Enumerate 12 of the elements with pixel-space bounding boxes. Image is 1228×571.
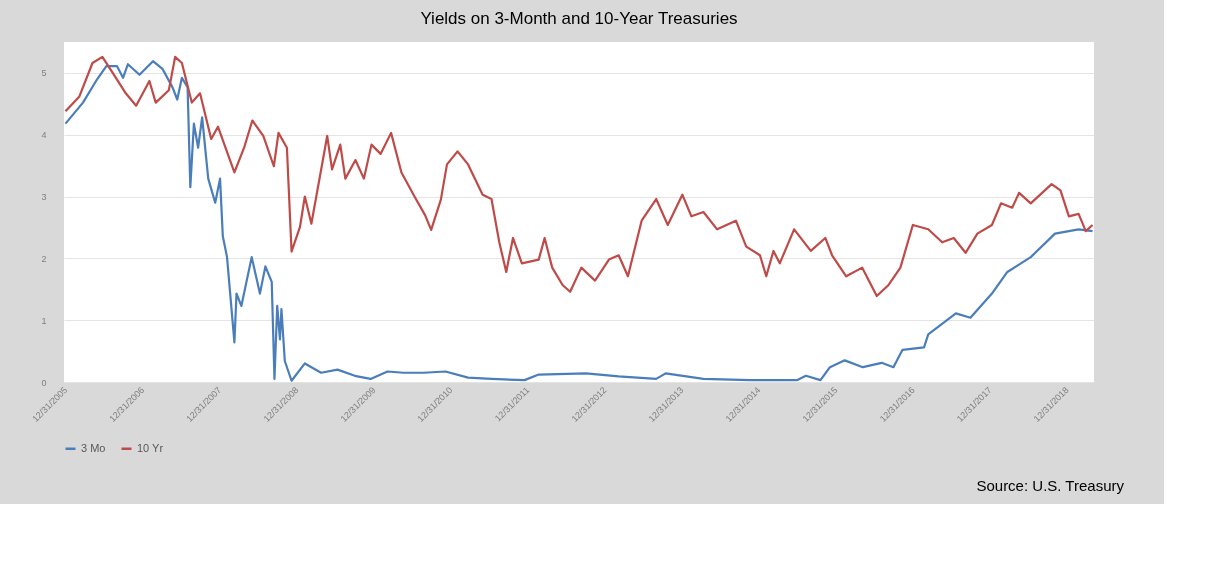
y-tick-label: 5 <box>41 68 47 79</box>
y-tick-label: 3 <box>41 192 47 203</box>
y-tick-label: 2 <box>41 253 47 264</box>
y-tick-label: 0 <box>41 377 47 388</box>
line-series <box>64 60 1094 382</box>
source-note: Source: U.S. Treasury <box>976 477 1125 494</box>
line-series <box>64 55 1094 298</box>
chart-title: Yields on 3-Month and 10-Year Treasuries <box>420 9 738 28</box>
legend-label: 10 Yr <box>137 441 164 454</box>
y-tick-label: 4 <box>41 130 47 141</box>
legend-label: 3 Mo <box>81 441 106 454</box>
y-tick-label: 1 <box>41 315 47 326</box>
